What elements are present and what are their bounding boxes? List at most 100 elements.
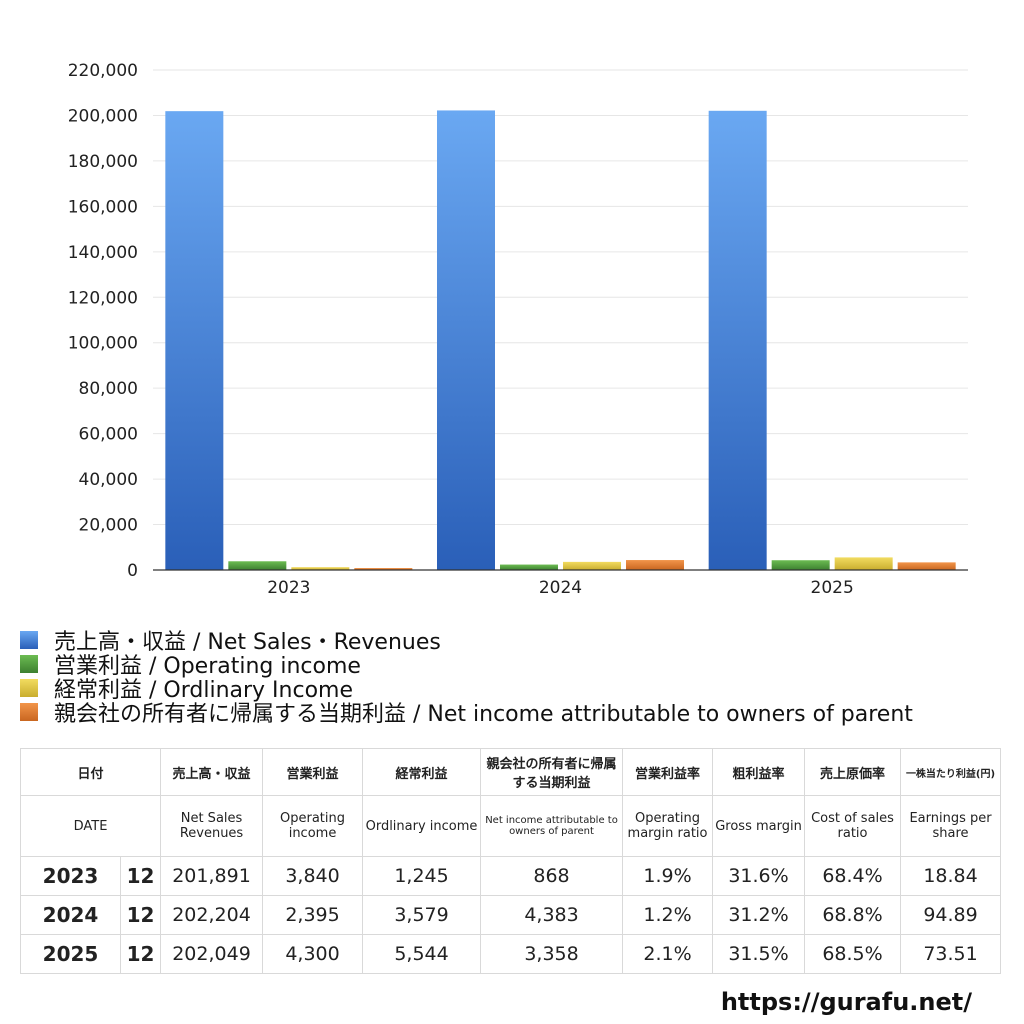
cell-cost-ratio: 68.5%	[804, 934, 902, 974]
legend-item-operating-income: 営業利益 / Operating income	[20, 652, 913, 679]
bar-2023-series-3	[354, 568, 413, 570]
legend: 売上高・収益 / Net Sales・Revenues 営業利益 / Opera…	[20, 628, 913, 727]
grid-lines	[153, 69, 968, 526]
cell-gross-margin: 31.6%	[712, 856, 806, 896]
header-gross-margin-en: Gross margin	[712, 795, 806, 857]
y-tick-label: 60,000	[79, 425, 138, 445]
y-tick-label: 140,000	[68, 243, 138, 263]
bar-2024-series-3	[626, 560, 684, 570]
cell-year: 2023	[20, 856, 121, 896]
cell-operating-income: 2,395	[262, 895, 364, 935]
legend-swatch	[20, 655, 38, 673]
legend-item-net-income: 親会社の所有者に帰属する当期利益 / Net income attributab…	[20, 700, 913, 727]
y-tick-label: 220,000	[68, 61, 138, 81]
table-row: 2024 12 202,204 2,395 3,579 4,383 1.2% 3…	[20, 895, 1002, 935]
cell-net-sales: 202,049	[160, 934, 264, 974]
cell-gross-margin: 31.5%	[712, 934, 806, 974]
header-operating-income-ja: 営業利益	[262, 748, 364, 796]
x-tick-label: 2024	[539, 578, 582, 598]
bar-2023-series-0	[165, 111, 224, 571]
cell-operating-income: 3,840	[262, 856, 364, 896]
y-tick-label: 0	[127, 561, 138, 581]
header-ordinary-income-en: Ordlinary income	[362, 795, 482, 857]
bar-2023-series-1	[228, 561, 287, 570]
y-axis: 0 20,000 40,000 60,000 80,000 100,000 120,000 1…	[68, 61, 138, 581]
header-operating-margin-en: Operating margin ratio	[622, 795, 714, 857]
bar-2025-series-2	[834, 557, 893, 570]
header-operating-margin-ja: 営業利益率	[622, 748, 714, 796]
header-net-sales-ja: 売上高・収益	[160, 748, 264, 796]
cell-ordinary-income: 3,579	[362, 895, 482, 935]
cell-net-sales: 202,204	[160, 895, 264, 935]
cell-ordinary-income: 1,245	[362, 856, 482, 896]
header-eps-en: Earnings per share	[900, 795, 1002, 857]
bar-2025-series-3	[897, 562, 956, 570]
x-tick-label: 2023	[267, 578, 310, 598]
cell-net-income: 4,383	[480, 895, 624, 935]
header-operating-income-en: Operating income	[262, 795, 364, 857]
bar-2024-series-2	[563, 561, 621, 570]
x-tick-label: 2025	[811, 578, 854, 598]
bar-2023-series-2	[291, 567, 350, 570]
bar-2024-series-0	[437, 110, 495, 570]
cell-operating-margin: 1.2%	[622, 895, 714, 935]
header-net-sales-en: Net Sales Revenues	[160, 795, 264, 857]
cell-net-income: 3,358	[480, 934, 624, 974]
cell-month: 12	[119, 856, 162, 896]
financial-table: 日付 売上高・収益 営業利益 経常利益 親会社の所有者に帰属する当期利益 営業利…	[19, 748, 1002, 974]
legend-label: 親会社の所有者に帰属する当期利益 / Net income attributab…	[54, 702, 913, 727]
cell-month: 12	[119, 895, 162, 935]
header-row-ja: 日付 売上高・収益 営業利益 経常利益 親会社の所有者に帰属する当期利益 営業利…	[19, 748, 1002, 796]
y-tick-label: 100,000	[68, 334, 138, 354]
y-tick-label: 80,000	[79, 379, 138, 399]
cell-year: 2025	[20, 934, 121, 974]
table-row: 2023 12 201,891 3,840 1,245 868 1.9% 31.…	[20, 856, 1002, 896]
cell-eps: 94.89	[900, 895, 1002, 935]
cell-month: 12	[119, 934, 162, 974]
cell-operating-income: 4,300	[262, 934, 364, 974]
header-date-ja: 日付	[19, 748, 162, 796]
cell-net-sales: 201,891	[160, 856, 264, 896]
legend-swatch	[20, 703, 38, 721]
header-date-en: DATE	[19, 795, 162, 857]
source-url[interactable]: https://gurafu.net/	[720, 988, 972, 1016]
cell-operating-margin: 2.1%	[622, 934, 714, 974]
legend-label: 営業利益 / Operating income	[54, 654, 361, 679]
legend-label: 経常利益 / Ordlinary Income	[54, 678, 353, 703]
cell-eps: 18.84	[900, 856, 1002, 896]
y-tick-label: 120,000	[68, 288, 138, 308]
y-tick-label: 20,000	[79, 516, 138, 536]
y-tick-label: 40,000	[79, 470, 138, 490]
bar-2025-series-1	[771, 560, 830, 570]
header-eps-ja: 一株当たり利益(円)	[900, 748, 1002, 796]
y-tick-label: 200,000	[68, 106, 138, 126]
cell-net-income: 868	[480, 856, 624, 896]
cell-year: 2024	[20, 895, 121, 935]
header-row-en: DATE Net Sales Revenues Operating income…	[19, 795, 1002, 857]
cell-eps: 73.51	[900, 934, 1002, 974]
cell-cost-ratio: 68.8%	[804, 895, 902, 935]
header-cost-ratio-ja: 売上原価率	[804, 748, 902, 796]
y-tick-label: 160,000	[68, 197, 138, 217]
legend-label: 売上高・収益 / Net Sales・Revenues	[54, 630, 441, 655]
bars	[165, 110, 956, 571]
legend-swatch	[20, 631, 38, 649]
header-cost-ratio-en: Cost of sales ratio	[804, 795, 902, 857]
bar-2025-series-0	[708, 110, 767, 570]
legend-item-net-sales: 売上高・収益 / Net Sales・Revenues	[20, 628, 913, 655]
legend-swatch	[20, 679, 38, 697]
bar-chart: 0 20,000 40,000 60,000 80,000 100,000 120,000 1…	[68, 61, 968, 598]
cell-gross-margin: 31.2%	[712, 895, 806, 935]
header-gross-margin-ja: 粗利益率	[712, 748, 806, 796]
y-tick-label: 180,000	[68, 152, 138, 172]
cell-operating-margin: 1.9%	[622, 856, 714, 896]
header-net-income-en: Net income attributable to owners of par…	[480, 795, 624, 857]
header-net-income-ja: 親会社の所有者に帰属する当期利益	[480, 748, 624, 796]
bar-2024-series-1	[500, 564, 558, 570]
cell-ordinary-income: 5,544	[362, 934, 482, 974]
x-axis: 2023 2024 2025	[153, 569, 968, 598]
cell-cost-ratio: 68.4%	[804, 856, 902, 896]
table-row: 2025 12 202,049 4,300 5,544 3,358 2.1% 3…	[20, 934, 1002, 974]
legend-item-ordinary-income: 経常利益 / Ordlinary Income	[20, 676, 913, 703]
header-ordinary-income-ja: 経常利益	[362, 748, 482, 796]
